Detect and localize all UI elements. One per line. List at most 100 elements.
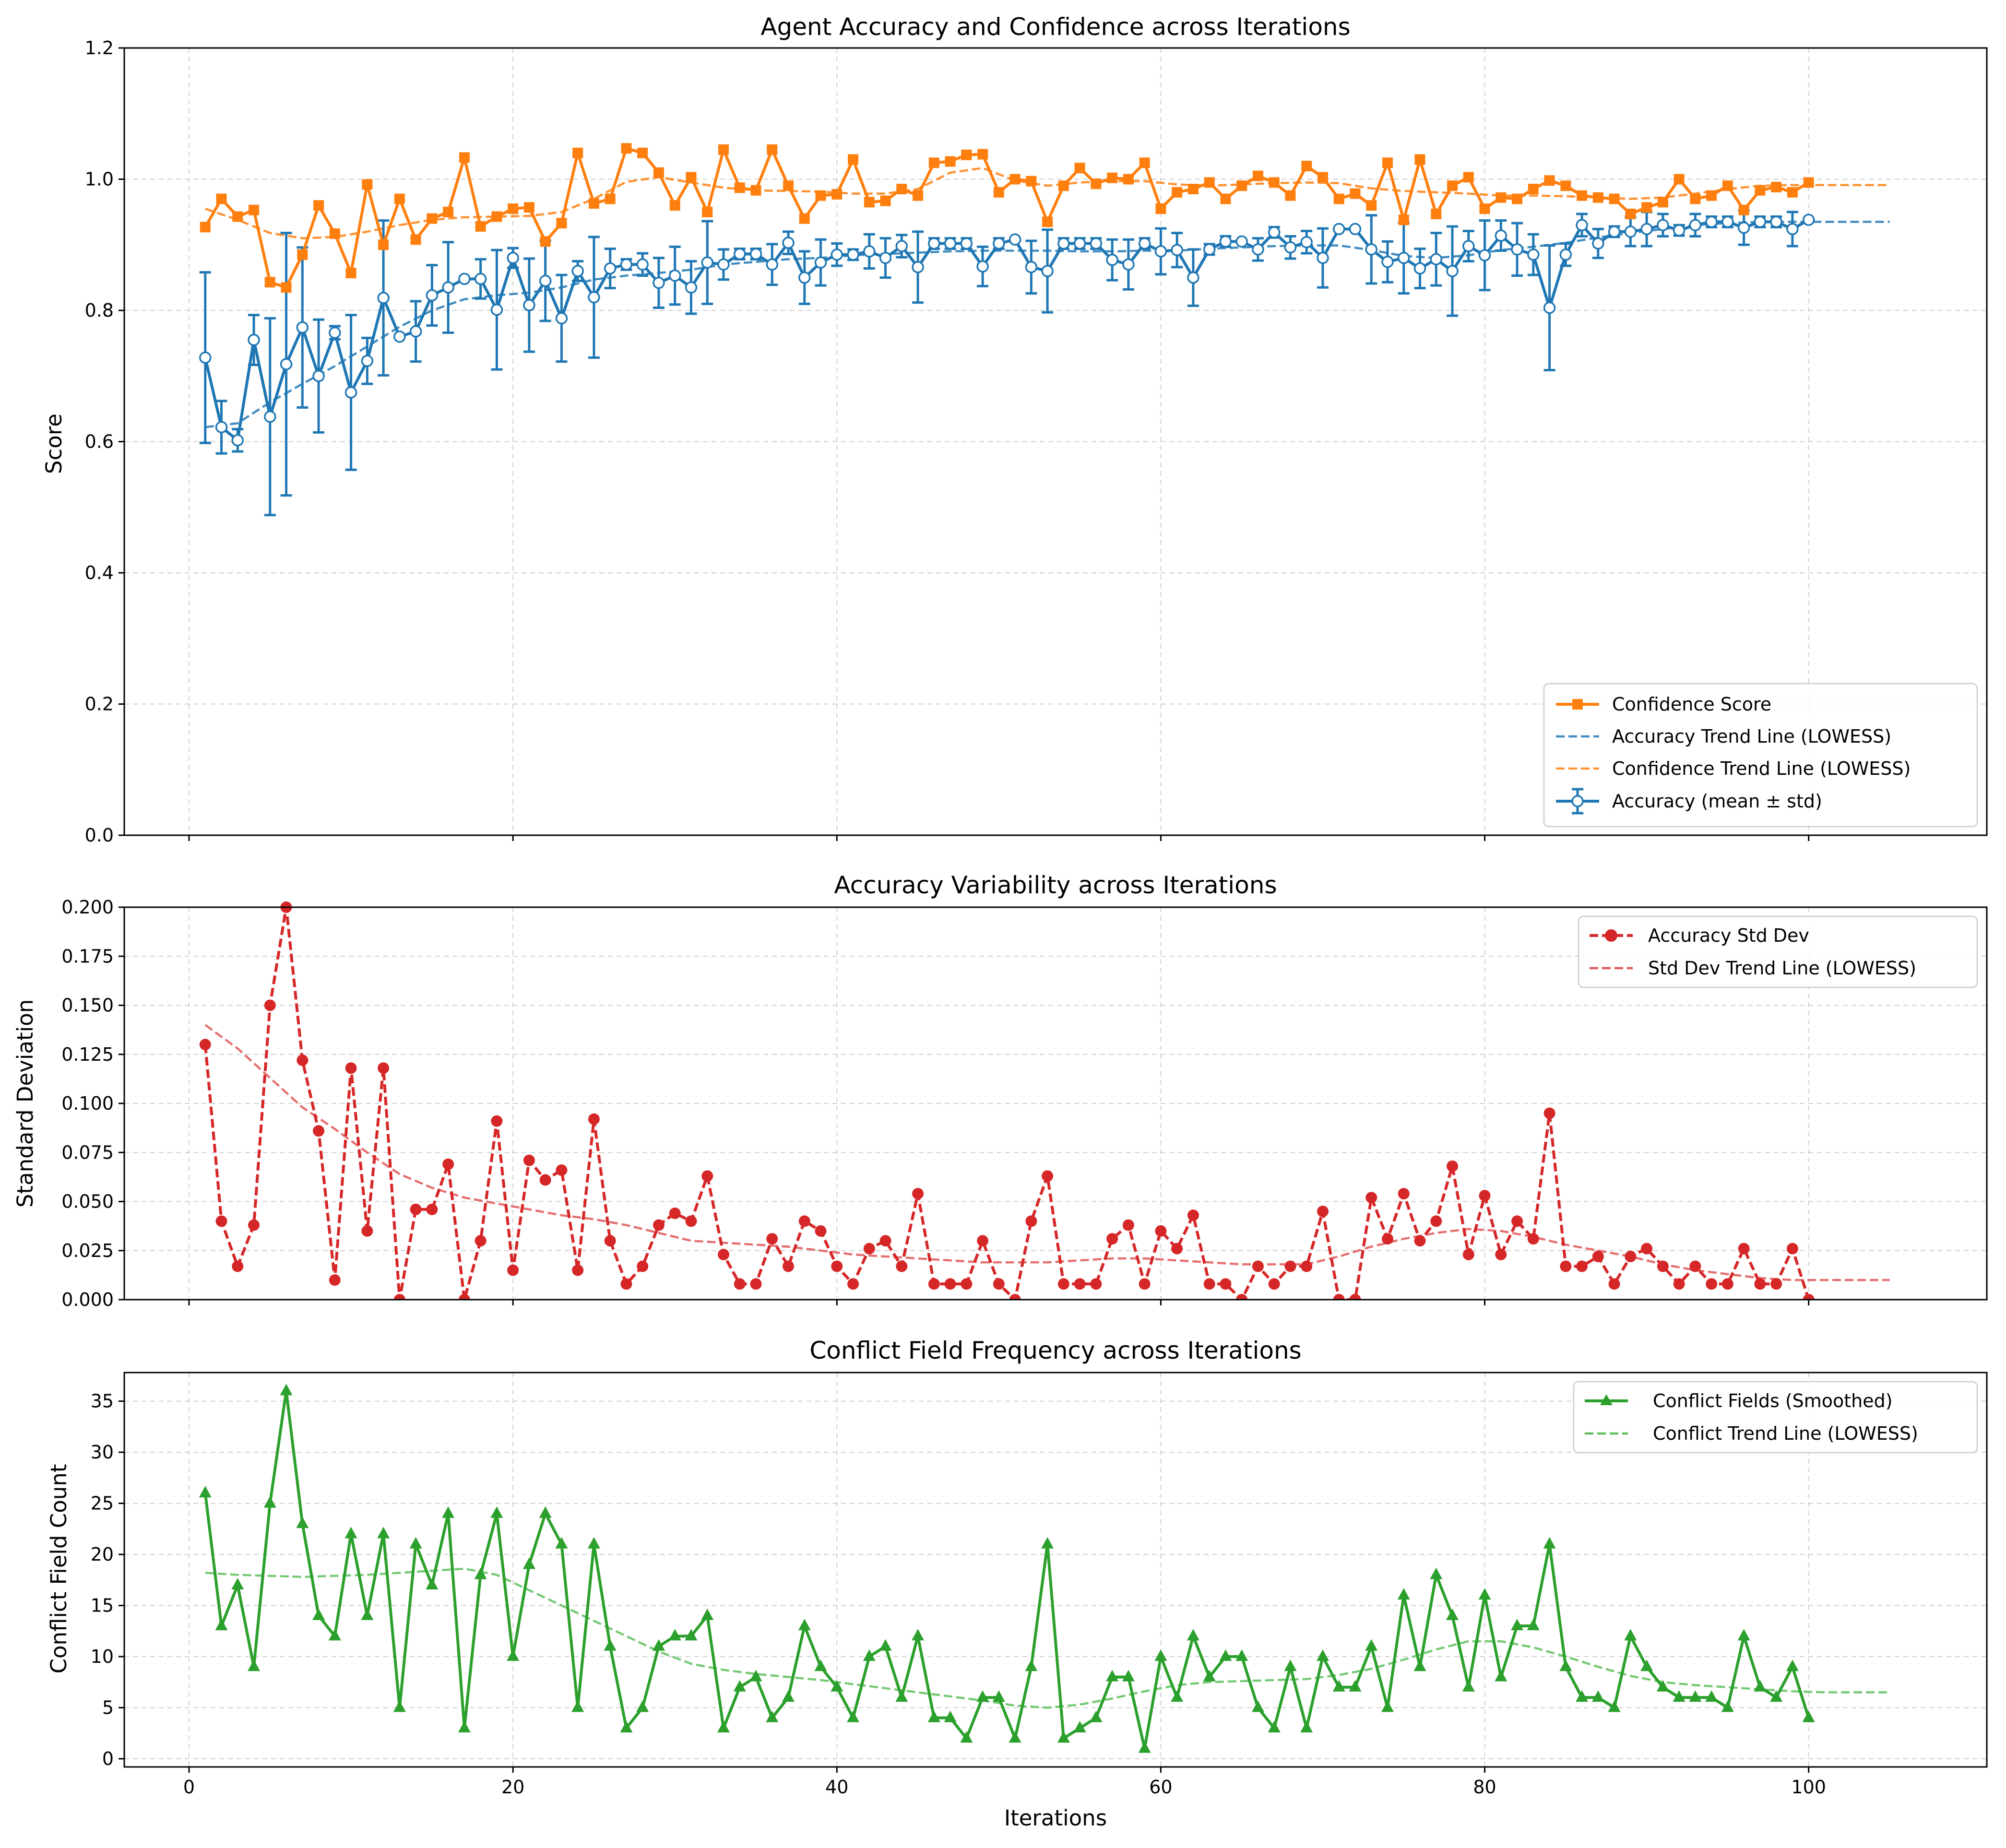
data-point bbox=[491, 211, 502, 222]
data-point bbox=[1349, 1680, 1362, 1692]
data-point bbox=[1187, 271, 1199, 284]
data-point bbox=[539, 1506, 552, 1518]
data-point bbox=[458, 1721, 471, 1733]
data-point bbox=[1803, 177, 1814, 188]
data-point bbox=[1414, 1235, 1426, 1247]
data-point bbox=[1527, 1233, 1539, 1245]
data-point bbox=[1154, 1649, 1167, 1661]
data-point bbox=[1268, 1721, 1281, 1733]
data-point bbox=[1673, 1278, 1685, 1290]
data-point bbox=[1349, 223, 1362, 236]
data-point bbox=[1009, 233, 1021, 246]
data-point bbox=[248, 333, 260, 346]
data-point bbox=[685, 1629, 698, 1641]
data-point bbox=[442, 1506, 455, 1518]
data-point bbox=[1057, 237, 1070, 250]
data-point bbox=[393, 1700, 406, 1712]
data-point bbox=[572, 1264, 584, 1276]
data-point bbox=[879, 1639, 892, 1651]
data-point bbox=[815, 1225, 827, 1237]
data-point bbox=[1446, 265, 1459, 277]
data-point bbox=[475, 221, 486, 232]
data-point bbox=[620, 1721, 633, 1733]
data-point bbox=[1511, 243, 1523, 256]
data-point bbox=[523, 202, 534, 213]
panel-2-series bbox=[199, 901, 1890, 1300]
data-point bbox=[1268, 1278, 1280, 1290]
data-point bbox=[1397, 1588, 1410, 1600]
data-point bbox=[1771, 181, 1782, 192]
data-point bbox=[1317, 172, 1328, 183]
data-point bbox=[280, 1384, 293, 1396]
data-point bbox=[685, 281, 698, 294]
data-point bbox=[799, 213, 810, 224]
data-point bbox=[426, 289, 439, 302]
data-point bbox=[1462, 240, 1475, 252]
data-point bbox=[248, 1659, 261, 1671]
data-point bbox=[1042, 1170, 1054, 1182]
data-point bbox=[879, 1235, 891, 1247]
data-point bbox=[1770, 1690, 1783, 1702]
data-point bbox=[1674, 174, 1685, 185]
data-point bbox=[297, 249, 308, 260]
data-point bbox=[1462, 1680, 1475, 1692]
data-point bbox=[329, 1274, 341, 1286]
data-point bbox=[1235, 1649, 1248, 1661]
accuracy-variability-panel: Accuracy Variability across Iterations S… bbox=[12, 871, 1988, 1310]
panel-3-y-ticks: 0 5 10 15 20 25 30 35 bbox=[91, 1391, 124, 1769]
data-point bbox=[847, 1710, 860, 1722]
data-point bbox=[1737, 221, 1750, 234]
data-point bbox=[1624, 225, 1637, 238]
data-point bbox=[507, 1649, 520, 1661]
data-point bbox=[1284, 1260, 1296, 1272]
y-tick-label: 0.175 bbox=[61, 946, 114, 967]
data-point bbox=[1543, 1107, 1555, 1119]
data-point bbox=[798, 1619, 811, 1631]
data-point bbox=[1721, 1700, 1734, 1712]
data-point bbox=[783, 180, 794, 191]
data-point bbox=[1382, 1233, 1394, 1245]
data-point bbox=[976, 1690, 989, 1702]
data-point bbox=[1786, 223, 1799, 236]
data-point bbox=[377, 292, 390, 304]
data-point bbox=[1203, 1278, 1215, 1290]
data-point bbox=[1608, 1700, 1621, 1712]
data-point bbox=[782, 1690, 795, 1702]
data-point bbox=[215, 1619, 228, 1631]
data-point bbox=[1155, 203, 1166, 214]
data-point bbox=[427, 213, 438, 224]
data-point bbox=[1139, 1278, 1151, 1290]
data-point bbox=[1268, 226, 1281, 239]
data-point bbox=[1592, 237, 1604, 250]
data-point bbox=[1608, 1278, 1620, 1290]
data-point bbox=[588, 198, 599, 209]
data-point bbox=[961, 149, 972, 160]
data-point bbox=[1689, 219, 1702, 231]
data-point bbox=[443, 206, 454, 217]
data-point bbox=[393, 1294, 405, 1300]
panel-2-legend-box bbox=[1578, 915, 1978, 988]
data-point bbox=[1332, 223, 1345, 236]
data-point bbox=[605, 193, 616, 204]
data-point bbox=[977, 149, 988, 160]
data-point bbox=[1139, 157, 1150, 168]
data-point bbox=[993, 187, 1004, 198]
data-point bbox=[1172, 187, 1183, 198]
data-point bbox=[1090, 1278, 1102, 1290]
data-point bbox=[1398, 1188, 1410, 1200]
data-point bbox=[1365, 243, 1378, 256]
data-point bbox=[1591, 1690, 1604, 1702]
data-point bbox=[1543, 1537, 1556, 1549]
data-point bbox=[1155, 1225, 1167, 1237]
data-point bbox=[734, 1278, 746, 1290]
data-point bbox=[749, 248, 762, 261]
data-point bbox=[1495, 229, 1507, 242]
data-point bbox=[1577, 190, 1588, 201]
data-point bbox=[490, 303, 503, 316]
data-point bbox=[1544, 175, 1555, 186]
data-point bbox=[1058, 180, 1069, 191]
data-point bbox=[555, 312, 568, 325]
data-point bbox=[1026, 176, 1037, 187]
y-tick-label: 0.000 bbox=[61, 1289, 114, 1310]
panel-1-y-axis-label: Score bbox=[41, 414, 67, 474]
